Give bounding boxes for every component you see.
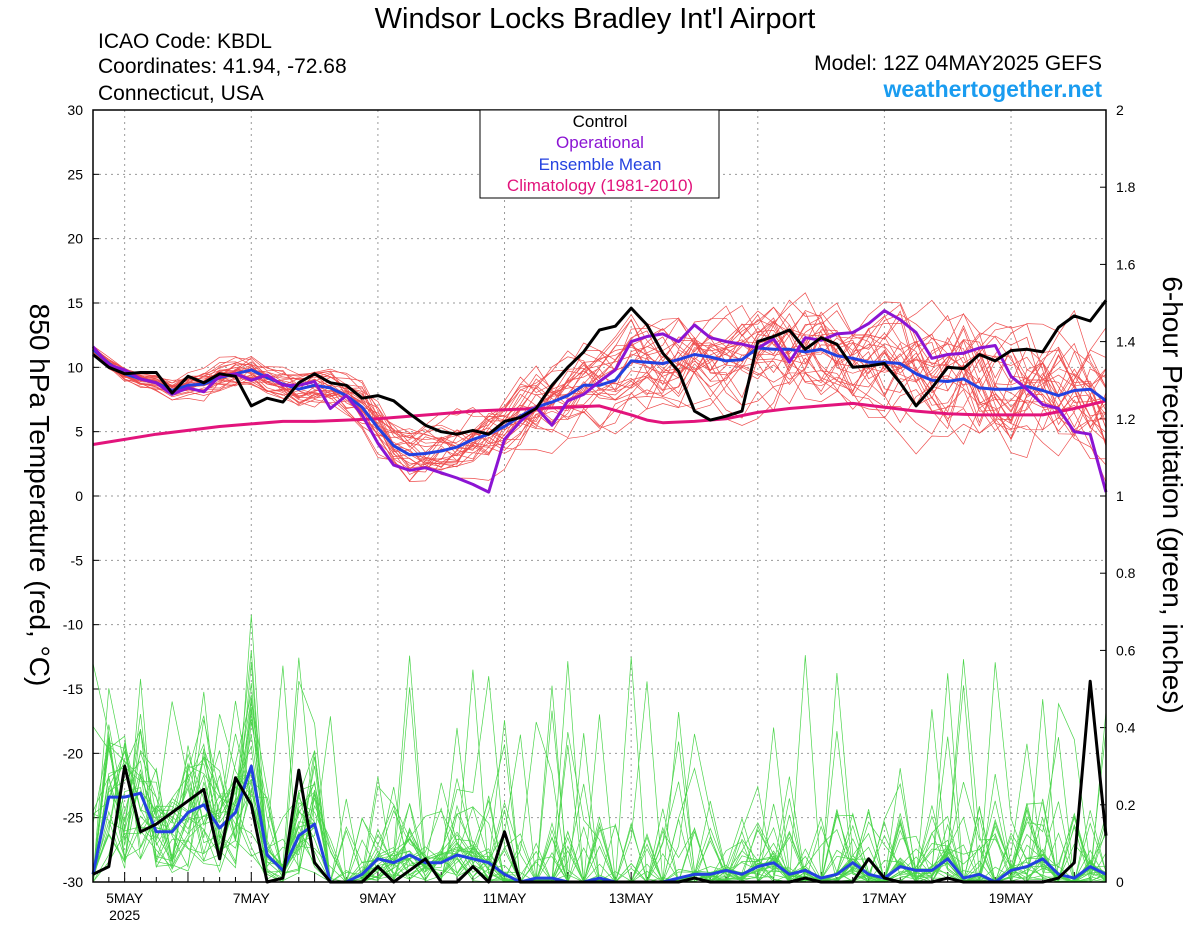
x-tick-label: 19MAY [989, 890, 1035, 906]
x-tick-year: 2025 [109, 907, 140, 923]
left-tick-label: -25 [63, 810, 83, 826]
legend-ensemble-mean: Ensemble Mean [539, 155, 662, 174]
legend: Control Operational Ensemble Mean Climat… [479, 109, 720, 199]
left-tick-label: 25 [67, 166, 83, 182]
precip-member-line [92, 718, 1107, 883]
left-tick-label: 5 [75, 424, 83, 440]
left-tick-label: 0 [75, 488, 83, 504]
temp-member-line [92, 324, 1107, 451]
left-axis-ticks: 30 25 20 15 10 5 0 -5 -10 -15 -20 -25 -30 [63, 102, 99, 890]
temp-member-line [92, 329, 1107, 445]
info-region: Connecticut, USA [98, 82, 264, 105]
left-tick-label: -5 [71, 552, 84, 568]
temp-member-line [92, 304, 1107, 444]
right-tick-label: 1.6 [1116, 256, 1136, 272]
y-axis-label-right: 6-hour Precipitation (green, inches) [1157, 276, 1188, 713]
right-tick-label: 1.8 [1116, 179, 1136, 195]
info-coordinates: Coordinates: 41.94, -72.68 [98, 55, 347, 78]
y-axis-label-left: 850 hPa Temperature (red, °C) [24, 304, 55, 687]
x-tick-label: 5MAY [106, 890, 144, 906]
temp-member-line [92, 305, 1107, 453]
right-tick-label: 0 [1116, 874, 1124, 890]
temp-member-line [92, 330, 1107, 470]
legend-climatology: Climatology (1981-2010) [507, 176, 693, 195]
precip-mean-line [91, 764, 1107, 884]
right-tick-label: 0.2 [1116, 797, 1136, 813]
left-tick-label: 10 [67, 359, 83, 375]
precip-member-line [92, 698, 1107, 883]
temp-member-line [92, 336, 1107, 471]
left-tick-label: 20 [67, 231, 83, 247]
right-tick-label: 0.4 [1116, 720, 1136, 736]
left-tick-label: 15 [67, 295, 83, 311]
left-tick-label: -30 [63, 874, 83, 890]
left-tick-label: -15 [63, 681, 83, 697]
temp-control-line [92, 299, 1108, 436]
temp-operational-line [91, 309, 1108, 494]
right-tick-label: 1.4 [1116, 334, 1136, 350]
legend-operational: Operational [556, 133, 644, 152]
right-tick-label: 1 [1116, 488, 1124, 504]
left-tick-label: -10 [63, 617, 83, 633]
temp-member-line [92, 310, 1107, 468]
legend-box [479, 109, 720, 199]
right-tick-label: 2 [1116, 102, 1124, 118]
left-tick-label: 30 [67, 102, 83, 118]
temp-member-line [92, 323, 1107, 451]
left-tick-label: -20 [63, 745, 83, 761]
x-tick-label: 15MAY [735, 890, 781, 906]
right-tick-label: 0.8 [1116, 565, 1136, 581]
right-tick-label: 1.2 [1116, 411, 1136, 427]
precip-member-line [92, 699, 1107, 883]
temp-member-line [92, 321, 1107, 482]
credit-label: weathertogether.net [882, 76, 1102, 102]
legend-control: Control [573, 112, 628, 131]
model-label: Model: 12Z 04MAY2025 GEFS [814, 52, 1102, 75]
info-icao: ICAO Code: KBDL [98, 30, 272, 53]
chart-title: Windsor Locks Bradley Int'l Airport [375, 3, 816, 35]
x-tick-label: 13MAY [609, 890, 655, 906]
x-tick-label: 11MAY [483, 890, 527, 906]
temp-member-line [92, 311, 1107, 468]
right-tick-label: 0.6 [1116, 642, 1136, 658]
x-tick-label: 7MAY [233, 890, 271, 906]
x-tick-label: 9MAY [359, 890, 397, 906]
temp-member-line [92, 306, 1107, 460]
x-tick-label: 17MAY [862, 890, 908, 906]
right-axis-ticks: 2 1.8 1.6 1.4 1.2 1 0.8 0.6 0.4 0.2 0 [1100, 102, 1136, 890]
series-layer [91, 292, 1108, 884]
climatology-line [92, 399, 1107, 446]
temp-member-line [92, 292, 1107, 451]
temp-member-line [92, 347, 1107, 473]
